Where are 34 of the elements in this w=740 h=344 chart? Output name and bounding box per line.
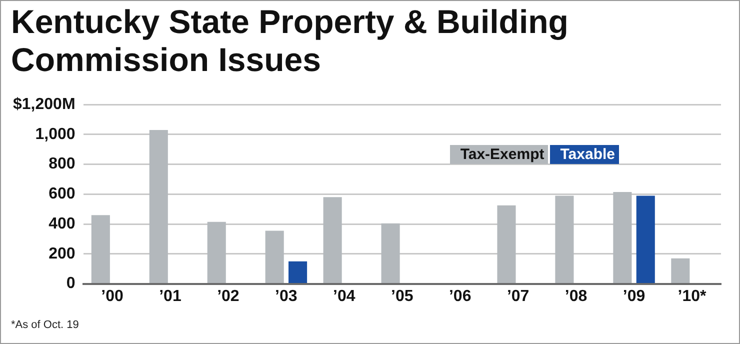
chart-title: Kentucky State Property & Building Commission Issues bbox=[11, 3, 570, 79]
x-tick-label: ’04 bbox=[333, 288, 356, 305]
legend-label: Tax-Exempt bbox=[460, 145, 548, 164]
x-tick-label: ’09 bbox=[622, 288, 646, 305]
x-tick-label: ’06 bbox=[448, 288, 472, 305]
bar bbox=[381, 223, 400, 284]
bar bbox=[91, 215, 110, 284]
y-tick-label: 200 bbox=[48, 245, 76, 262]
bar bbox=[636, 196, 655, 284]
bar bbox=[555, 196, 574, 284]
bar bbox=[613, 192, 632, 284]
y-tick-label: 400 bbox=[48, 215, 76, 232]
x-tick-label: ’03 bbox=[275, 288, 298, 305]
x-tick-label: ’10* bbox=[678, 288, 708, 305]
y-tick-label: 800 bbox=[48, 156, 76, 173]
legend-label: Taxable bbox=[560, 145, 619, 164]
y-tick-label: 0 bbox=[66, 275, 76, 292]
bar bbox=[497, 205, 516, 284]
text: 1,000 bbox=[35, 126, 76, 143]
bar bbox=[288, 261, 308, 284]
x-tick-label: ’07 bbox=[506, 288, 530, 305]
bar bbox=[207, 222, 226, 284]
x-tick-label: ’02 bbox=[217, 288, 240, 305]
bar bbox=[323, 197, 342, 284]
x-tick-label: ’05 bbox=[391, 288, 414, 305]
bar bbox=[149, 130, 168, 284]
y-tick-label: $1,200M bbox=[13, 96, 76, 114]
x-tick-label: ’00 bbox=[101, 288, 124, 305]
x-tick-label: ’08 bbox=[564, 288, 588, 305]
y-tick-label: 600 bbox=[48, 186, 76, 203]
bar bbox=[265, 230, 284, 284]
bar bbox=[671, 258, 690, 284]
x-tick-label: ’01 bbox=[159, 288, 182, 305]
text: *As of Oct. 19 bbox=[11, 319, 79, 331]
